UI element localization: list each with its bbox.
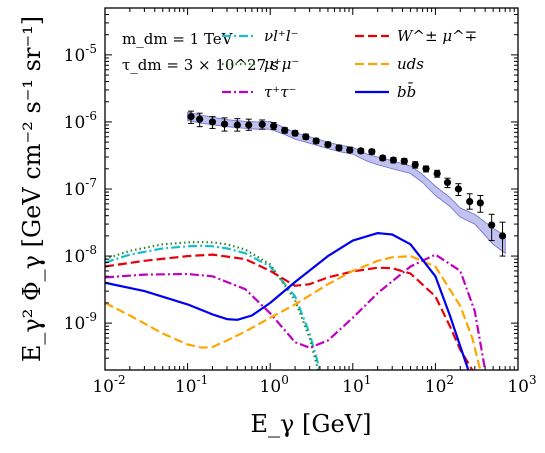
data-point xyxy=(466,197,474,206)
y-tick-label: 10-6 xyxy=(64,109,97,133)
data-point xyxy=(422,165,430,173)
legend-label-4: uds xyxy=(397,55,424,73)
series-line-2 xyxy=(105,253,487,370)
mass-annotation: m_dm = 1 TeV xyxy=(122,30,234,48)
legend-label-0: νl⁺l⁻ xyxy=(264,27,299,45)
data-point xyxy=(335,144,343,152)
data-point xyxy=(291,129,299,137)
y-tick-label: 10-7 xyxy=(64,176,97,200)
data-point xyxy=(187,113,195,121)
x-tick-label: 10-2 xyxy=(92,373,125,397)
legend-label-3: W^± μ^∓ xyxy=(397,27,477,45)
x-tick-label: 102 xyxy=(425,373,454,397)
series-line-5 xyxy=(105,232,470,370)
data-band-layer xyxy=(187,111,506,255)
x-axis-label: E_γ [GeV] xyxy=(251,410,372,438)
data-point xyxy=(208,118,217,126)
series-line-3 xyxy=(105,253,474,370)
legend-label-5: bb̄ xyxy=(397,83,416,101)
data-points-layer xyxy=(187,110,507,257)
legend-label-1: μ⁺μ⁻ xyxy=(264,55,299,73)
data-point xyxy=(454,185,463,193)
data-point xyxy=(488,221,496,229)
series-line-4 xyxy=(105,255,482,370)
data-point xyxy=(233,121,241,129)
data-point xyxy=(270,122,278,130)
model-curves-layer xyxy=(105,232,487,370)
data-point xyxy=(433,169,441,178)
y-axis-label: E_γ² Φ_γ [GeV cm⁻² s⁻¹ sr⁻¹] xyxy=(18,16,46,362)
x-tick-label: 100 xyxy=(260,373,289,397)
data-point xyxy=(312,137,320,145)
data-point xyxy=(389,156,397,164)
data-point xyxy=(281,126,289,134)
data-point xyxy=(302,133,310,141)
lifetime-annotation: τ_dm = 3 × 10^27 s xyxy=(122,56,279,74)
axis-ticks-layer xyxy=(104,7,519,371)
data-point xyxy=(476,199,484,207)
y-tick-label: 10-9 xyxy=(64,310,97,334)
data-point xyxy=(368,148,376,156)
y-tick-label: 10-5 xyxy=(64,42,97,66)
tick-labels-layer: 10-2 10-1 100 101 102 103 10-9 10-8 10-7 10-6 10-5 xyxy=(64,42,537,397)
x-tick-label: 101 xyxy=(342,373,371,397)
y-tick-label: 10-8 xyxy=(64,243,97,267)
data-point xyxy=(258,120,266,128)
data-point xyxy=(324,140,332,149)
data-point xyxy=(357,147,365,155)
data-point xyxy=(411,161,419,169)
data-point xyxy=(498,232,507,240)
legend: νl⁺l⁻ μ⁺μ⁻ τ⁺τ⁻ W^± μ^∓ uds bb̄ xyxy=(222,27,477,101)
legend-label-2: τ⁺τ⁻ xyxy=(264,83,296,101)
data-point xyxy=(443,178,452,187)
series-line-1 xyxy=(105,240,320,370)
uncertainty-band xyxy=(187,111,506,255)
data-point xyxy=(400,157,408,165)
data-point xyxy=(379,154,387,162)
data-point xyxy=(245,121,253,129)
data-point xyxy=(346,146,354,154)
x-tick-label: 10-1 xyxy=(175,373,208,397)
data-point xyxy=(220,120,229,128)
data-point xyxy=(196,115,204,123)
x-tick-label: 103 xyxy=(507,373,536,397)
